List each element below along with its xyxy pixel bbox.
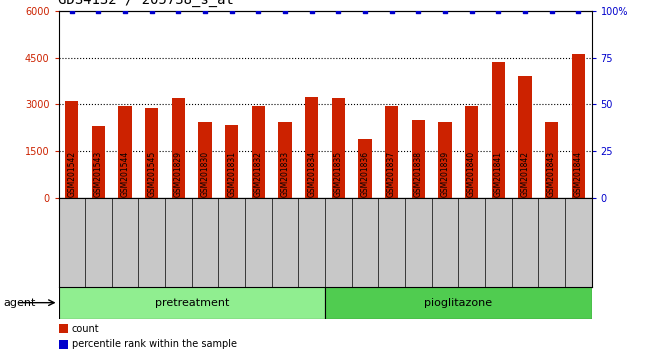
Bar [305,97,318,198]
Point [147,8,157,13]
Bar [252,106,265,198]
Bar [58,324,68,333]
Point [173,8,184,13]
Text: agent: agent [3,298,36,308]
Bar [358,139,372,198]
Bar [225,125,239,198]
Point [333,8,343,13]
Bar [278,122,292,198]
Point [280,8,291,13]
Point [94,8,104,13]
Bar [118,106,132,198]
Point [493,8,504,13]
Bar [325,287,592,319]
Text: GDS4132 / 205738_s_at: GDS4132 / 205738_s_at [58,0,235,7]
Text: percentile rank within the sample: percentile rank within the sample [72,339,237,349]
Point [360,8,370,13]
Text: pioglitazone: pioglitazone [424,298,492,308]
Bar [385,106,398,198]
Text: pretreatment: pretreatment [155,298,229,308]
Bar [491,62,505,198]
Point [467,8,477,13]
Bar [58,287,325,319]
Bar [92,126,105,198]
Point [200,8,211,13]
Point [439,8,450,13]
Point [520,8,530,13]
Text: count: count [72,324,99,333]
Point [67,8,77,13]
Bar [545,122,558,198]
Bar [571,55,585,198]
Point [307,8,317,13]
Point [254,8,264,13]
Bar [332,98,345,198]
Bar [438,122,452,198]
Bar [65,101,79,198]
Point [547,8,557,13]
Point [573,8,584,13]
Point [386,8,396,13]
Bar [58,340,68,349]
Point [413,8,424,13]
Point [120,8,130,13]
Point [227,8,237,13]
Bar [411,120,425,198]
Bar [172,98,185,198]
Bar [198,122,212,198]
Bar [518,76,532,198]
Bar [145,108,159,198]
Bar [465,106,478,198]
